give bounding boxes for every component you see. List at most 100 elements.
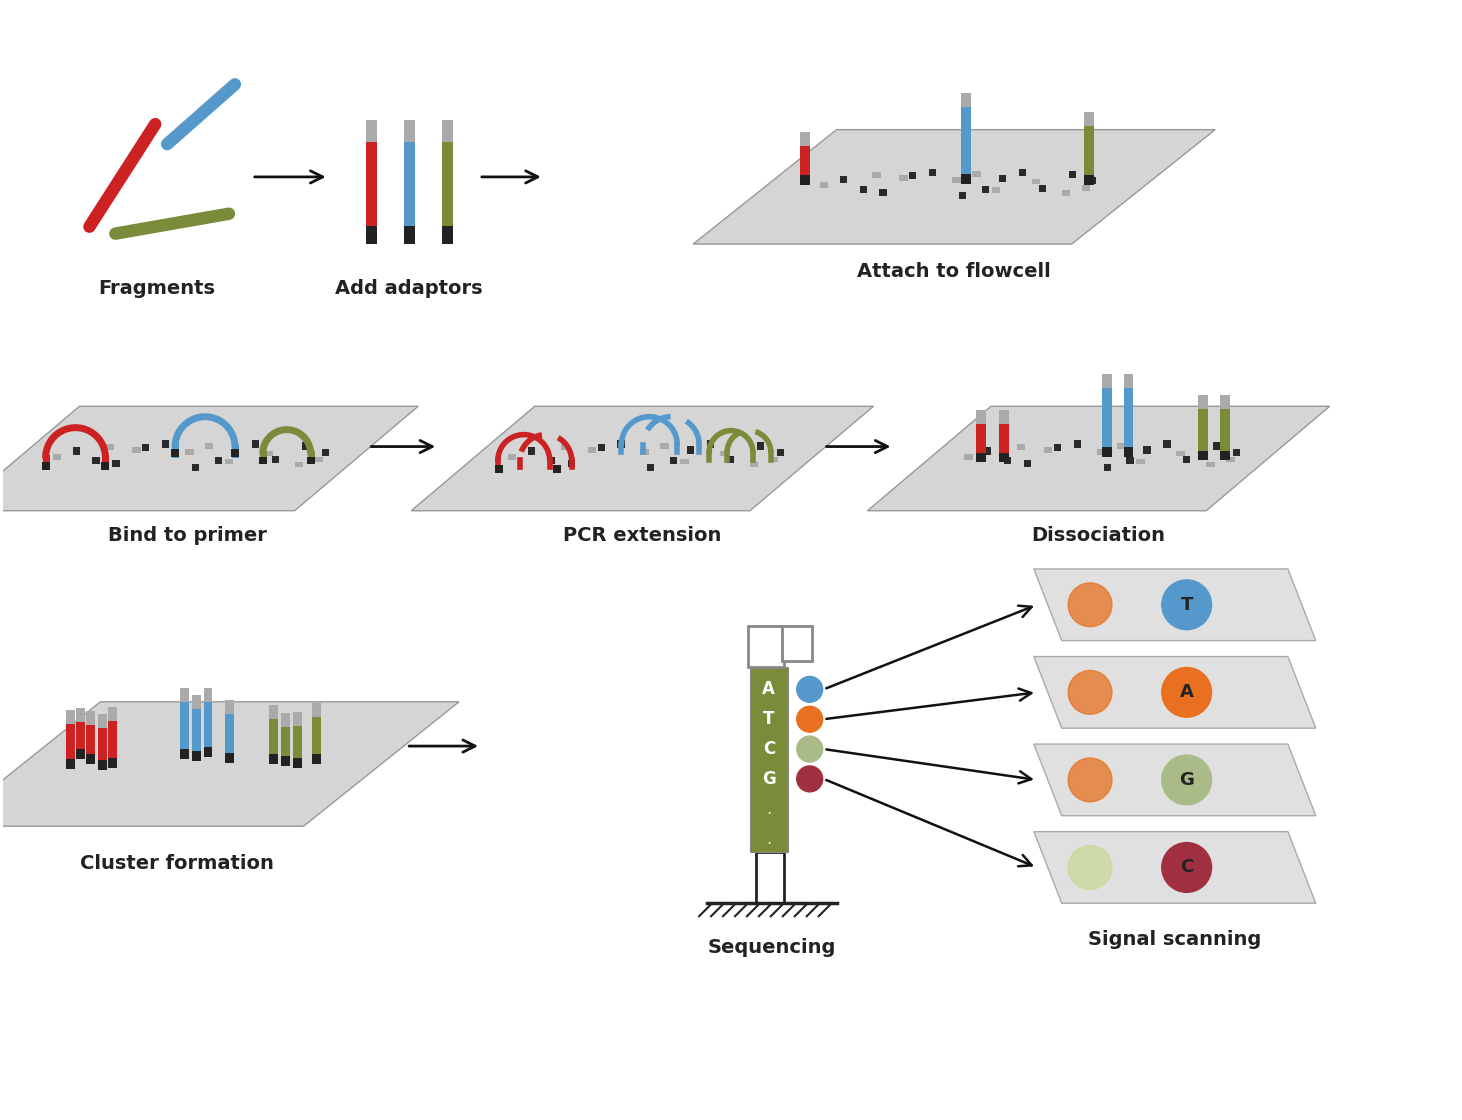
Bar — [98, 760, 107, 769]
Bar — [73, 447, 80, 455]
Bar — [41, 463, 50, 470]
Bar — [108, 707, 117, 721]
Bar — [1083, 175, 1094, 185]
Bar — [873, 172, 882, 178]
Bar — [322, 449, 329, 456]
Text: .: . — [766, 830, 772, 848]
Bar — [1101, 447, 1111, 457]
Bar — [311, 704, 322, 764]
Bar — [192, 752, 200, 760]
Bar — [225, 701, 234, 763]
Bar — [1232, 449, 1240, 456]
Bar — [770, 457, 778, 463]
Bar — [1199, 395, 1208, 460]
Bar — [105, 444, 114, 449]
Bar — [588, 447, 596, 452]
Bar — [294, 712, 303, 726]
Bar — [800, 133, 810, 185]
Bar — [839, 176, 846, 183]
Bar — [1054, 444, 1061, 451]
Bar — [98, 715, 107, 728]
Bar — [1206, 461, 1215, 467]
Bar — [269, 706, 278, 719]
Bar — [800, 132, 810, 146]
Bar — [225, 459, 234, 465]
Bar — [442, 129, 453, 243]
Bar — [366, 129, 377, 243]
Bar — [1032, 179, 1041, 185]
Bar — [860, 186, 867, 193]
Bar — [959, 193, 966, 199]
Circle shape — [1069, 846, 1113, 889]
Bar — [294, 713, 303, 768]
Bar — [750, 461, 759, 467]
Bar — [86, 711, 95, 725]
Bar — [560, 444, 569, 449]
Bar — [53, 454, 61, 459]
Bar — [192, 696, 200, 709]
Bar — [1101, 374, 1111, 388]
Bar — [314, 457, 323, 463]
Bar — [311, 754, 322, 764]
Bar — [404, 120, 415, 142]
Bar — [670, 457, 677, 465]
Text: T: T — [1180, 596, 1193, 614]
Bar — [993, 187, 1000, 193]
Text: Fragments: Fragments — [99, 279, 216, 298]
Bar — [567, 460, 575, 467]
Bar — [1083, 112, 1094, 127]
Bar — [880, 188, 886, 196]
Text: A: A — [762, 680, 775, 699]
Bar — [269, 754, 278, 764]
Bar — [548, 457, 556, 465]
Bar — [1213, 442, 1221, 449]
Polygon shape — [1034, 569, 1316, 641]
FancyBboxPatch shape — [782, 626, 811, 662]
Bar — [203, 747, 212, 757]
Text: C: C — [1180, 858, 1193, 877]
Bar — [132, 447, 140, 452]
Polygon shape — [693, 130, 1215, 244]
Text: Signal scanning: Signal scanning — [1088, 930, 1262, 949]
Bar — [1039, 185, 1045, 192]
Bar — [1117, 444, 1124, 448]
Bar — [294, 758, 303, 768]
Bar — [404, 129, 415, 243]
Bar — [756, 851, 784, 904]
Bar — [1164, 440, 1171, 448]
Bar — [1199, 450, 1208, 460]
Bar — [108, 708, 117, 768]
Circle shape — [797, 766, 823, 792]
FancyBboxPatch shape — [749, 626, 784, 668]
Polygon shape — [1034, 656, 1316, 728]
Text: .: . — [766, 800, 772, 818]
Bar — [757, 442, 765, 449]
Bar — [98, 716, 107, 769]
Bar — [180, 689, 189, 702]
Bar — [972, 171, 981, 177]
Polygon shape — [411, 407, 873, 511]
Bar — [507, 454, 516, 459]
Bar — [984, 447, 991, 455]
Bar — [404, 225, 415, 243]
Bar — [687, 447, 694, 454]
Bar — [1018, 444, 1025, 449]
Bar — [366, 225, 377, 243]
Bar — [76, 749, 85, 759]
Text: Attach to flowcell: Attach to flowcell — [857, 262, 1051, 281]
Bar — [598, 444, 605, 451]
Text: PCR extension: PCR extension — [563, 526, 722, 545]
Bar — [203, 689, 212, 702]
Bar — [251, 440, 259, 448]
Bar — [1073, 440, 1080, 448]
Circle shape — [797, 707, 823, 732]
Bar — [311, 703, 322, 717]
Bar — [442, 225, 453, 243]
Circle shape — [797, 736, 823, 762]
Bar — [963, 454, 972, 459]
Bar — [442, 120, 453, 142]
Bar — [180, 749, 189, 759]
Bar — [66, 759, 75, 769]
Circle shape — [797, 676, 823, 702]
Bar — [727, 456, 734, 464]
